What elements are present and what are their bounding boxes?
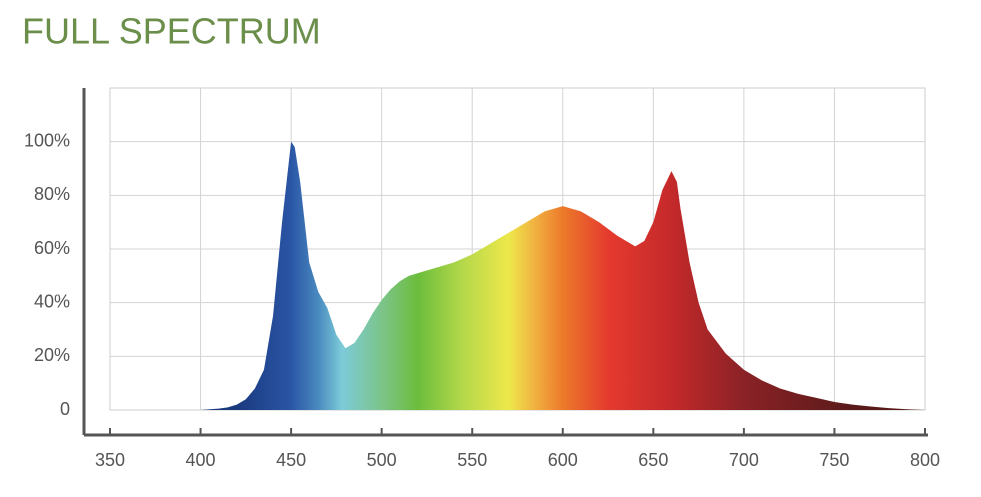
y-tick-label: 80% — [34, 184, 70, 204]
x-tick-label: 600 — [548, 450, 578, 470]
y-tick-label: 100% — [24, 130, 70, 150]
y-tick-label: 40% — [34, 291, 70, 311]
x-tick-label: 400 — [186, 450, 216, 470]
x-tick-label: 800 — [910, 450, 940, 470]
x-tick-label: 700 — [729, 450, 759, 470]
x-tick-label: 550 — [457, 450, 487, 470]
x-tick-label: 650 — [638, 450, 668, 470]
chart-title: FULL SPECTRUM — [22, 11, 321, 52]
spectrum-area — [110, 141, 925, 410]
x-tick-label: 350 — [95, 450, 125, 470]
y-tick-label: 20% — [34, 345, 70, 365]
x-tick-label: 500 — [367, 450, 397, 470]
x-tick-label: 750 — [819, 450, 849, 470]
y-tick-label: 60% — [34, 238, 70, 258]
y-tick-label: 0 — [60, 399, 70, 419]
x-tick-label: 450 — [276, 450, 306, 470]
